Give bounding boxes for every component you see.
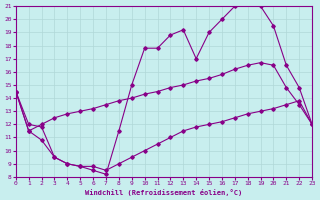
X-axis label: Windchill (Refroidissement éolien,°C): Windchill (Refroidissement éolien,°C) (85, 189, 243, 196)
